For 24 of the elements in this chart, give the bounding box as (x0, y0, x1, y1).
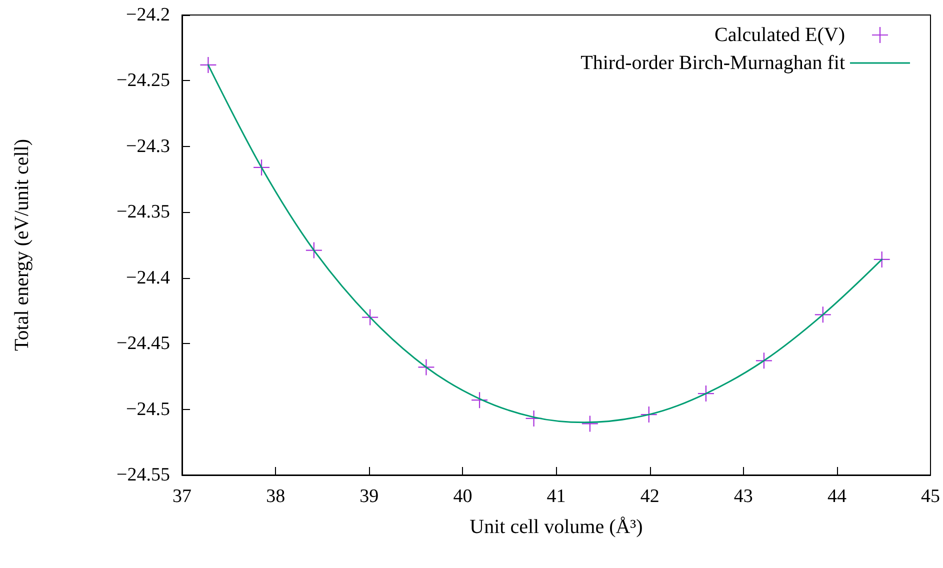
y-axis-title: Total energy (eV/unit cell) (11, 138, 33, 352)
legend-label: Third-order Birch-Murnaghan fit (580, 52, 846, 74)
point (200, 56, 216, 73)
y-tick-label: −24.4 (126, 267, 170, 288)
y-tick-label: −24.35 (116, 202, 170, 223)
x-tick-label: 39 (360, 486, 379, 507)
x-tick-label: 45 (921, 486, 940, 507)
x-tick-label: 37 (172, 486, 192, 507)
y-tick-label: −24.55 (116, 464, 170, 486)
y-tick-label: −24.2 (126, 4, 170, 26)
y-tick-label: −24.3 (126, 136, 170, 157)
x-axis-title: Unit cell volume (Å³) (470, 516, 643, 538)
point (362, 309, 378, 326)
x-tick-label: 41 (546, 486, 566, 507)
legend-label: Calculated E(V) (714, 24, 845, 46)
x-tick-label: 44 (827, 486, 847, 507)
x-tick-label: 42 (640, 486, 660, 507)
y-tick-label: −24.5 (126, 398, 170, 420)
x-tick-label: 40 (453, 486, 472, 507)
x-tick-label: 38 (266, 486, 286, 507)
point (582, 416, 598, 432)
x-tick-label: 43 (734, 486, 753, 507)
y-tick-label: −24.25 (116, 70, 170, 92)
y-tick-label: −24.45 (116, 333, 170, 354)
